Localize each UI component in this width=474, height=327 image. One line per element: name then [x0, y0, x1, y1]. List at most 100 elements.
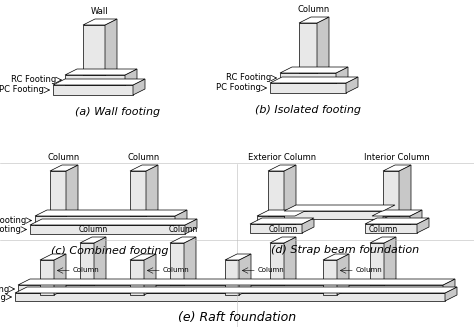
Text: Column: Column [73, 267, 100, 273]
Polygon shape [130, 254, 156, 260]
Text: Wall: Wall [91, 7, 109, 16]
Polygon shape [317, 17, 329, 73]
Polygon shape [40, 254, 66, 260]
Polygon shape [383, 165, 411, 171]
Polygon shape [299, 17, 329, 23]
Polygon shape [170, 237, 196, 243]
Polygon shape [284, 211, 383, 219]
Polygon shape [302, 218, 314, 233]
Polygon shape [185, 219, 197, 234]
Polygon shape [299, 23, 317, 73]
Polygon shape [225, 254, 251, 260]
Polygon shape [268, 165, 296, 171]
Text: Column: Column [78, 225, 108, 234]
Text: RC Footing: RC Footing [0, 284, 9, 294]
Polygon shape [284, 165, 296, 216]
Polygon shape [170, 243, 184, 285]
Polygon shape [295, 210, 307, 224]
Polygon shape [144, 254, 156, 295]
Polygon shape [50, 165, 78, 171]
Polygon shape [225, 260, 239, 295]
Polygon shape [445, 287, 457, 301]
Text: Column: Column [268, 225, 298, 234]
Polygon shape [443, 279, 455, 293]
Polygon shape [257, 216, 295, 224]
Polygon shape [83, 19, 117, 25]
Polygon shape [15, 287, 457, 293]
Text: Interior Column: Interior Column [364, 153, 430, 162]
Polygon shape [323, 260, 337, 295]
Polygon shape [250, 218, 314, 224]
Text: Column: Column [298, 5, 330, 14]
Polygon shape [35, 210, 187, 216]
Text: Exterior Column: Exterior Column [248, 153, 316, 162]
Polygon shape [346, 77, 358, 93]
Text: RC Footing: RC Footing [226, 74, 271, 82]
Polygon shape [80, 243, 94, 285]
Polygon shape [284, 205, 395, 211]
Text: Column: Column [163, 267, 190, 273]
Polygon shape [268, 171, 284, 216]
Polygon shape [370, 237, 396, 243]
Polygon shape [365, 218, 429, 224]
Polygon shape [284, 237, 296, 285]
Polygon shape [365, 224, 417, 233]
Text: PC Footing: PC Footing [0, 225, 21, 234]
Text: Column: Column [128, 153, 160, 162]
Polygon shape [336, 67, 348, 83]
Polygon shape [80, 237, 106, 243]
Text: RC Footing: RC Footing [11, 76, 56, 84]
Polygon shape [30, 219, 197, 225]
Polygon shape [83, 25, 105, 75]
Text: (e) Raft foundation: (e) Raft foundation [178, 311, 296, 324]
Polygon shape [30, 225, 185, 234]
Polygon shape [105, 19, 117, 75]
Polygon shape [184, 237, 196, 285]
Polygon shape [53, 79, 145, 85]
Polygon shape [399, 165, 411, 216]
Text: Column: Column [258, 267, 285, 273]
Text: Column: Column [168, 225, 198, 234]
Polygon shape [53, 85, 133, 95]
Polygon shape [280, 73, 336, 83]
Polygon shape [323, 254, 349, 260]
Polygon shape [54, 254, 66, 295]
Polygon shape [40, 260, 54, 295]
Polygon shape [35, 216, 175, 225]
Polygon shape [383, 205, 395, 219]
Text: (d) Strap beam foundation: (d) Strap beam foundation [271, 245, 419, 255]
Polygon shape [175, 210, 187, 225]
Polygon shape [65, 69, 137, 75]
Text: Column: Column [48, 153, 80, 162]
Text: (a) Wall footing: (a) Wall footing [75, 107, 161, 117]
Polygon shape [130, 165, 158, 171]
Text: PC Footing: PC Footing [0, 292, 6, 301]
Polygon shape [372, 210, 422, 216]
Polygon shape [270, 77, 358, 83]
Polygon shape [270, 83, 346, 93]
Polygon shape [239, 254, 251, 295]
Polygon shape [337, 254, 349, 295]
Polygon shape [280, 67, 348, 73]
Polygon shape [270, 243, 284, 285]
Polygon shape [94, 237, 106, 285]
Polygon shape [384, 237, 396, 285]
Polygon shape [50, 171, 66, 216]
Polygon shape [18, 279, 455, 285]
Polygon shape [383, 171, 399, 216]
Text: Column: Column [368, 225, 398, 234]
Polygon shape [66, 165, 78, 216]
Polygon shape [372, 216, 410, 224]
Polygon shape [125, 69, 137, 85]
Polygon shape [417, 218, 429, 233]
Polygon shape [370, 243, 384, 285]
Text: (c) Combined footing: (c) Combined footing [51, 246, 169, 256]
Polygon shape [250, 224, 302, 233]
Text: Column: Column [356, 267, 383, 273]
Polygon shape [133, 79, 145, 95]
Polygon shape [15, 293, 445, 301]
Polygon shape [130, 260, 144, 295]
Polygon shape [410, 210, 422, 224]
Text: (b) Isolated footing: (b) Isolated footing [255, 105, 361, 115]
Polygon shape [270, 237, 296, 243]
